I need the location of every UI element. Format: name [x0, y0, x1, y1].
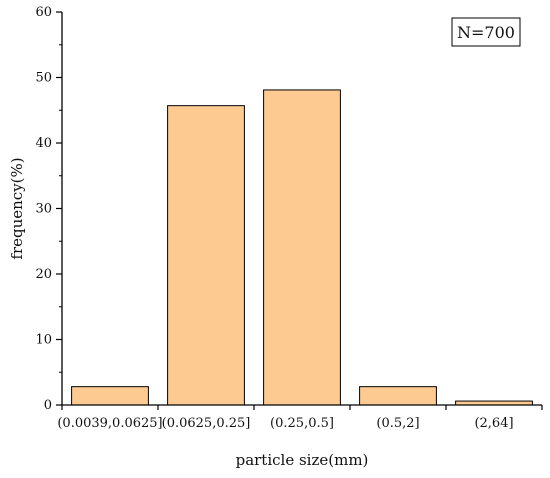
bar: [71, 386, 149, 406]
bar: [167, 105, 245, 406]
y-axis-title: frequency(%): [8, 157, 26, 259]
y-tick-label: 40: [35, 136, 52, 151]
x-axis-title: particle size(mm): [236, 451, 369, 469]
sample-size-annotation: N=700: [451, 17, 521, 47]
bars-group: [71, 89, 533, 406]
y-tick-label: 30: [35, 202, 52, 217]
axes-group: 0 10 20 30 40 50 60 (0.0039,0.0625] (0.0625,0.25…: [35, 5, 543, 431]
y-tick-label: 60: [35, 5, 52, 20]
x-tick-label: (0.5,2]: [376, 416, 419, 431]
y-tick-label: 20: [35, 267, 52, 282]
x-tick-label: (0.0625,0.25]: [162, 416, 251, 431]
y-tick-label: 0: [44, 398, 52, 413]
y-tick-label: 50: [35, 71, 52, 86]
x-tick-label: (0.25,0.5]: [270, 416, 334, 431]
x-tick-label: (2,64]: [474, 416, 513, 431]
bar: [359, 386, 437, 406]
annotation-box: [451, 17, 521, 47]
annotation-text: N=700: [457, 23, 515, 42]
bar: [263, 89, 341, 406]
x-tick-label: (0.0039,0.0625]: [57, 416, 162, 431]
y-tick-label: 10: [35, 333, 52, 348]
